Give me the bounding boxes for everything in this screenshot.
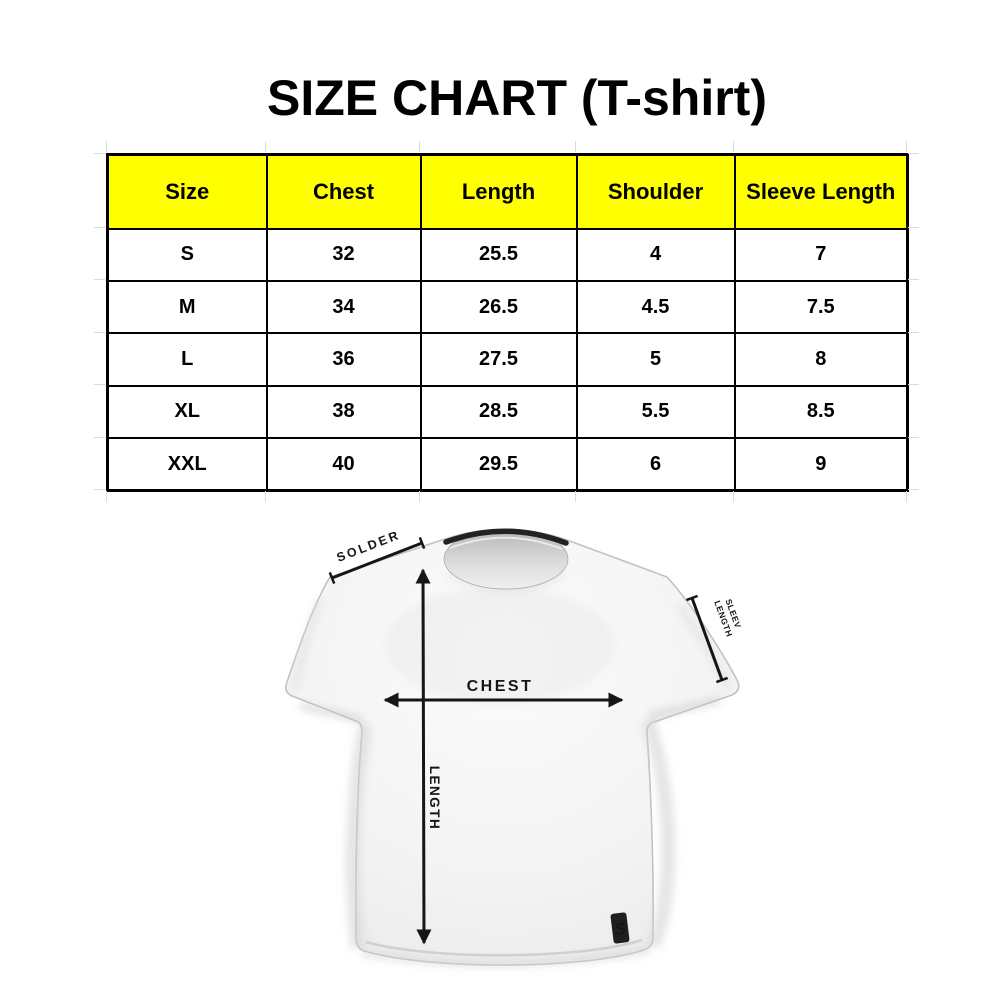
- table-row-xxl: XXL 40 29.5 6 9: [106, 437, 909, 492]
- hem-seam: [365, 938, 643, 957]
- gridline-stub: [733, 491, 734, 502]
- gridline-stub: [265, 491, 266, 502]
- measurement-cell: 4.5: [575, 279, 736, 335]
- gridline-stub: [575, 491, 576, 502]
- measurement-cell: 26.5: [419, 279, 578, 335]
- gridline-stub: [908, 332, 919, 333]
- brand-logo-letter: S: [613, 919, 627, 939]
- column-header-size: Size: [106, 153, 268, 230]
- gridline-stub: [94, 384, 105, 385]
- measurement-cell: 6: [575, 437, 736, 492]
- chest-dimension-label: CHEST: [467, 678, 534, 695]
- size-chart-table: Size Chest Length Shoulder Sleeve Length S 32…: [106, 153, 909, 492]
- gridline-stub: [419, 491, 420, 502]
- gridline-stub: [419, 141, 420, 152]
- length-dimension: LENGTH: [415, 568, 442, 945]
- gridline-stub: [94, 227, 105, 228]
- measurement-cell: 5.5: [575, 384, 736, 440]
- measurement-cell: 36: [265, 332, 422, 387]
- gridline-stub: [575, 141, 576, 152]
- gridline-stub: [265, 141, 266, 152]
- page-title: SIZE CHART (T-shirt): [267, 70, 767, 126]
- measurement-cell: 8: [733, 332, 909, 387]
- measurement-cell: 4: [575, 227, 736, 282]
- tshirt-shading: [291, 567, 732, 968]
- size-label-cell: L: [106, 332, 268, 387]
- gridline-stub: [908, 153, 919, 154]
- measurement-cell: 7: [733, 227, 909, 282]
- gridline-stub: [106, 141, 107, 152]
- measurement-cell: 34: [265, 279, 422, 335]
- measurement-cell: 28.5: [419, 384, 578, 440]
- measurement-cell: 38: [265, 384, 422, 440]
- column-header-length: Length: [419, 153, 578, 230]
- table-row-l: L 36 27.5 5 8: [106, 332, 909, 387]
- gridline-stub: [94, 437, 105, 438]
- gridline-stub: [94, 279, 105, 280]
- table-row-xl: XL 38 28.5 5.5 8.5: [106, 384, 909, 440]
- measurement-cell: 25.5: [419, 227, 578, 282]
- measurement-cell: 7.5: [733, 279, 909, 335]
- size-label-cell: XL: [106, 384, 268, 440]
- measurement-cell: 27.5: [419, 332, 578, 387]
- column-header-sleeve-length: Sleeve Length: [733, 153, 909, 230]
- table-body: S 32 25.5 4 7 M 34 26.5 4.5 7.5 L 36 27.5 5 8 XL 38 28.5 5…: [106, 227, 909, 492]
- size-label-cell: M: [106, 279, 268, 335]
- gridline-stub: [906, 141, 907, 152]
- column-header-shoulder: Shoulder: [575, 153, 736, 230]
- size-label-cell: S: [106, 227, 268, 282]
- gridline-stub: [908, 437, 919, 438]
- tshirt-collar-seam: [449, 536, 563, 550]
- size-label-cell: XXL: [106, 437, 268, 492]
- measurement-cell: 29.5: [419, 437, 578, 492]
- measurement-cell: 32: [265, 227, 422, 282]
- gridline-stub: [908, 227, 919, 228]
- table-header-row: Size Chest Length Shoulder Sleeve Length: [106, 153, 909, 230]
- measurement-cell: 40: [265, 437, 422, 492]
- measurement-cell: 9: [733, 437, 909, 492]
- tshirt-collar-rim: [443, 528, 569, 546]
- gridline-stub: [908, 384, 919, 385]
- measurement-cell: 8.5: [733, 384, 909, 440]
- table-row-m: M 34 26.5 4.5 7.5: [106, 279, 909, 335]
- gridline-stub: [106, 491, 107, 502]
- table-row-s: S 32 25.5 4 7: [106, 227, 909, 282]
- gridline-stub: [908, 279, 919, 280]
- gridline-stub: [94, 489, 105, 490]
- gridline-stub: [733, 141, 734, 152]
- gridline-stub: [94, 153, 105, 154]
- length-dimension-label: LENGTH: [427, 766, 442, 831]
- tshirt-measurement-diagram: S SOLDER SLEEV LENGTH CHEST LENG: [285, 528, 745, 968]
- brand-logo: S: [610, 912, 630, 944]
- sleeve-length-label: SLEEV LENGTH: [712, 595, 745, 638]
- gridline-stub: [94, 332, 105, 333]
- gridline-stub: [908, 489, 919, 490]
- measurement-cell: 5: [575, 332, 736, 387]
- column-header-chest: Chest: [265, 153, 422, 230]
- gridline-stub: [906, 491, 907, 502]
